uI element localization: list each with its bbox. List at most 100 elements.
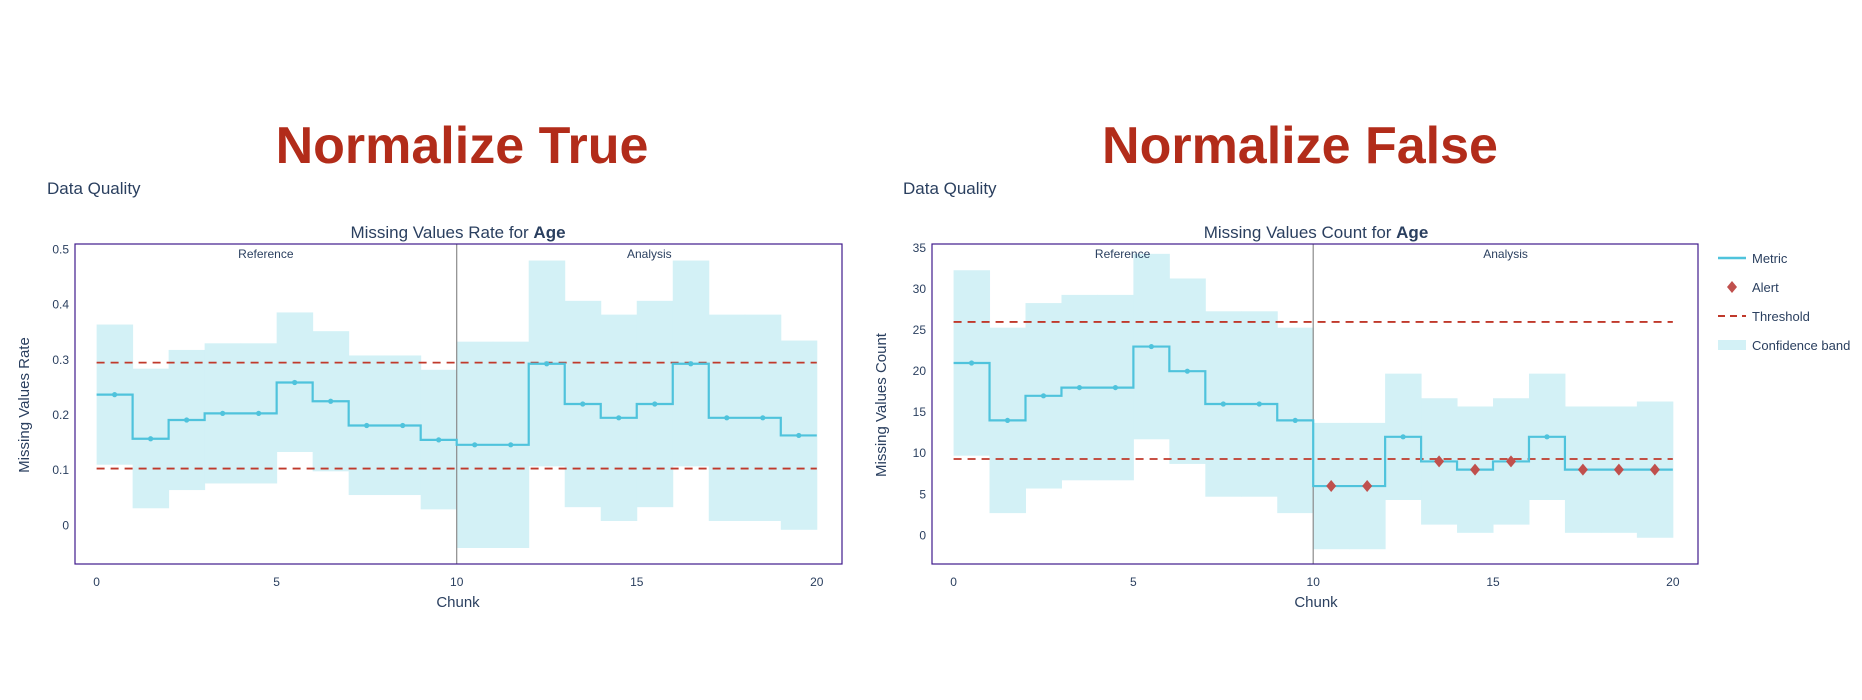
panel-heading: Normalize False	[1102, 117, 1498, 175]
x-tick-label: 5	[273, 575, 280, 589]
y-axis-label: Missing Values Rate	[16, 337, 33, 473]
alert-marker-10[interactable]	[1326, 480, 1337, 493]
metric-point-5[interactable]	[292, 379, 298, 386]
metric-point-2[interactable]	[184, 417, 190, 423]
legend-item-threshold[interactable]: Threshold	[1718, 309, 1810, 324]
legend-alert-swatch	[1727, 281, 1737, 293]
y-tick-label: 35	[913, 241, 927, 255]
metric-point-6[interactable]	[1184, 368, 1190, 374]
period-label-reference: Reference	[238, 247, 294, 261]
y-tick-label: 15	[913, 405, 927, 419]
y-tick-label: 10	[913, 446, 927, 460]
metric-point-0[interactable]	[968, 360, 975, 366]
metric-point-1[interactable]	[1004, 417, 1011, 424]
metric-point-14[interactable]	[616, 415, 622, 421]
y-tick-label: 0.5	[52, 243, 69, 257]
metric-point-16[interactable]	[1544, 434, 1550, 440]
metric-point-7[interactable]	[364, 422, 370, 429]
period-label-analysis: Analysis	[1483, 247, 1528, 261]
metric-point-15[interactable]	[652, 401, 658, 407]
y-tick-label: 0	[62, 518, 69, 532]
metric-point-12[interactable]	[1400, 434, 1406, 440]
plot-area: Reference Analysis 0 5 10 15 20 0 0.1 0.2 0.3 0.4 0.…	[52, 243, 843, 589]
x-tick-label: 20	[1666, 575, 1680, 589]
alert-marker-13[interactable]	[1434, 455, 1445, 468]
panel-heading: Normalize True	[276, 117, 649, 175]
metric-point-17[interactable]	[724, 415, 730, 421]
chart-title-feature: Age	[1396, 223, 1428, 242]
x-tick-label: 10	[450, 575, 464, 589]
legend-item-confidence-band[interactable]: Confidence band	[1718, 338, 1850, 353]
legend-threshold-label: Threshold	[1752, 309, 1810, 324]
y-tick-label: 25	[913, 323, 927, 337]
chart-title: Missing Values Count for Age	[1204, 223, 1429, 242]
legend-metric-label: Metric	[1752, 251, 1788, 266]
chart-panel-normalize-false: Normalize False Data Quality Missing Val…	[873, 117, 1699, 611]
chart-panel-normalize-true: Normalize True Data Quality Missing Valu…	[16, 117, 843, 611]
chart-title-prefix: Missing Values Count for	[1204, 223, 1396, 242]
y-tick-label: 5	[919, 487, 926, 501]
y-tick-label: 0.2	[52, 408, 69, 422]
chart-title: Missing Values Rate for Age	[350, 223, 565, 242]
alert-marker-11[interactable]	[1362, 480, 1373, 493]
metric-point-13[interactable]	[580, 401, 586, 407]
alert-marker-17[interactable]	[1577, 463, 1588, 476]
legend-band-label: Confidence band	[1752, 338, 1850, 353]
legend-band-swatch	[1718, 340, 1746, 350]
alert-marker-19[interactable]	[1649, 463, 1660, 476]
metric-point-18[interactable]	[760, 415, 766, 421]
y-tick-label: 0.3	[52, 353, 69, 367]
metric-line	[96, 362, 817, 446]
x-tick-label: 15	[630, 575, 644, 589]
metric-point-3[interactable]	[220, 410, 226, 416]
x-axis-label: Chunk	[1294, 594, 1338, 611]
chart-title-feature: Age	[533, 223, 565, 242]
alert-marker-18[interactable]	[1613, 463, 1624, 476]
y-tick-label: 0.1	[52, 463, 69, 477]
chart-title-prefix: Missing Values Rate for	[350, 223, 533, 242]
y-tick-label: 30	[913, 282, 927, 296]
metric-point-16[interactable]	[688, 361, 694, 367]
metric-point-12[interactable]	[544, 361, 550, 367]
metric-point-9[interactable]	[436, 437, 442, 443]
metric-point-11[interactable]	[508, 442, 514, 448]
x-axis-label: Chunk	[436, 594, 480, 611]
metric-point-4[interactable]	[1112, 384, 1119, 391]
y-tick-label: 0.4	[52, 298, 69, 312]
x-tick-label: 5	[1130, 575, 1137, 589]
x-tick-label: 10	[1307, 575, 1321, 589]
metric-point-8[interactable]	[400, 422, 406, 429]
metric-point-3[interactable]	[1076, 384, 1083, 391]
period-label-analysis: Analysis	[627, 247, 672, 261]
legend-item-metric[interactable]: Metric	[1718, 251, 1788, 266]
legend-item-alert[interactable]: Alert	[1727, 280, 1779, 295]
plot-frame	[931, 243, 1699, 565]
alert-marker-15[interactable]	[1505, 455, 1516, 468]
plot-frame	[74, 243, 843, 565]
plot-area: Reference Analysis 0 5 10 15 20 0 5 10 15 20 25 30 35	[913, 241, 1699, 589]
legend-alert-label: Alert	[1752, 280, 1779, 295]
metric-point-6[interactable]	[328, 398, 334, 404]
metric-point-2[interactable]	[1040, 393, 1047, 399]
metric-point-1[interactable]	[148, 436, 154, 442]
y-tick-label: 20	[913, 364, 927, 378]
legend: Metric Alert Threshold Confidence band	[1718, 251, 1850, 353]
x-tick-label: 20	[810, 575, 824, 589]
metric-point-10[interactable]	[472, 442, 478, 448]
y-tick-label: 0	[919, 528, 926, 542]
metric-point-4[interactable]	[256, 410, 262, 416]
metric-line	[953, 345, 1673, 488]
metric-point-8[interactable]	[1256, 401, 1262, 407]
x-tick-label: 15	[1486, 575, 1500, 589]
metric-point-5[interactable]	[1148, 343, 1154, 350]
metric-point-7[interactable]	[1220, 401, 1226, 407]
metric-point-0[interactable]	[112, 392, 118, 398]
section-label: Data Quality	[47, 179, 141, 198]
period-label-reference: Reference	[1095, 247, 1151, 261]
section-label: Data Quality	[903, 179, 997, 198]
metric-point-9[interactable]	[1292, 417, 1298, 424]
metric-point-19[interactable]	[796, 432, 802, 439]
x-tick-label: 0	[93, 575, 100, 589]
alert-marker-14[interactable]	[1470, 463, 1481, 476]
